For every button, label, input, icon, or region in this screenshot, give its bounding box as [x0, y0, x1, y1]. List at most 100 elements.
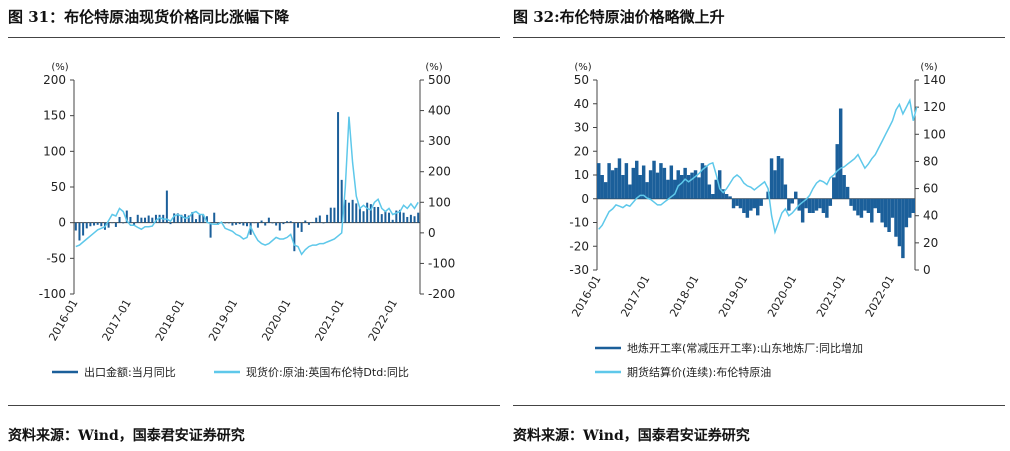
right-x-tick-label: 2017-01 — [618, 273, 652, 319]
right-bar — [870, 198, 874, 223]
left-bar — [256, 222, 259, 228]
right-right-unit: (%) — [920, 62, 937, 73]
left-right-tick-label: 500 — [428, 73, 451, 87]
right-left-tick-label: 30 — [574, 121, 589, 135]
right-bar — [621, 175, 625, 199]
left-bar — [82, 222, 85, 236]
left-x-tick-label: 2016-01 — [46, 297, 80, 343]
left-bar — [96, 222, 99, 225]
right-bar — [773, 170, 777, 199]
left-bar — [238, 222, 241, 225]
right-bar — [842, 175, 846, 199]
left-right-unit: (%) — [425, 62, 442, 73]
right-line-series — [598, 98, 918, 235]
right-bar — [766, 191, 770, 199]
left-bar — [296, 222, 299, 228]
right-top-rule — [513, 37, 1005, 38]
right-left-tick-label: -30 — [569, 263, 589, 277]
left-x-tick-label: 2019-01 — [206, 297, 240, 343]
left-left-tick-label: 200 — [43, 73, 66, 87]
right-chart-title: 图 32:布伦特原油价格略微上升 — [513, 8, 725, 26]
left-bar — [366, 202, 369, 223]
left-bar — [384, 211, 387, 223]
left-bar — [369, 204, 372, 223]
right-chart-panel: 图 32:布伦特原油价格略微上升 (%) (%) -30 -20 -10 0 10 20 30 4… — [513, 0, 1005, 451]
left-bar — [417, 212, 420, 223]
left-bar — [253, 222, 256, 224]
right-x-tick-label: 2021-01 — [814, 273, 848, 319]
right-left-tick-label: 40 — [574, 97, 589, 111]
right-bar — [603, 182, 608, 199]
left-bar — [307, 222, 310, 225]
right-bar — [859, 198, 864, 218]
right-bar — [648, 170, 653, 199]
right-bar — [849, 198, 853, 206]
left-right-tick-label: 100 — [428, 195, 451, 209]
right-bar — [655, 172, 660, 199]
right-left-tick-label: -10 — [569, 216, 589, 230]
left-line-series — [75, 116, 419, 256]
left-bar — [165, 190, 168, 223]
right-left-tick-label: 10 — [574, 168, 589, 182]
left-bar — [391, 219, 394, 223]
right-bar — [628, 184, 632, 199]
left-bar — [347, 202, 350, 223]
left-bar — [136, 214, 139, 223]
left-legend-label: 现货价:原油:英国布伦特Dtd:同比 — [246, 365, 409, 379]
right-legend-label: 期货结算价(连续):布伦特原油 — [627, 365, 771, 379]
right-bar — [897, 198, 902, 247]
right-bar — [683, 167, 687, 199]
left-bar — [144, 217, 147, 223]
right-bar — [697, 177, 701, 199]
right-x-tick-label: 2020-01 — [765, 273, 799, 319]
right-bar — [659, 163, 663, 199]
left-bar — [337, 112, 340, 223]
left-bar — [260, 220, 263, 223]
left-bar — [271, 222, 274, 224]
right-bar — [617, 158, 622, 199]
right-bar — [721, 189, 725, 199]
right-left-tick-label: 0 — [581, 192, 589, 206]
left-bar — [85, 222, 88, 229]
right-bar — [704, 165, 708, 199]
right-bar — [693, 170, 698, 199]
right-x-tick-label: 2022-01 — [863, 273, 897, 319]
right-bar — [852, 198, 857, 211]
right-bar — [866, 198, 871, 213]
left-left-tick-label: 100 — [43, 144, 66, 158]
right-bar — [728, 196, 732, 199]
right-bar — [614, 167, 618, 199]
right-bar — [700, 163, 705, 199]
left-bar — [227, 222, 230, 224]
left-bar — [242, 222, 245, 226]
right-left-tick-label: 50 — [574, 73, 589, 87]
right-bar — [738, 198, 743, 209]
right-bar — [880, 198, 884, 223]
left-bar — [111, 222, 114, 224]
right-bar — [641, 165, 646, 199]
left-bar — [231, 222, 234, 226]
left-bar — [209, 222, 212, 238]
left-bar — [275, 222, 278, 226]
left-bar — [264, 222, 267, 226]
left-bar — [89, 222, 92, 227]
right-bar — [597, 163, 601, 199]
right-bar — [832, 177, 836, 199]
left-bar — [107, 222, 110, 228]
left-chart: (%) (%) -100 -50 0 50 100 150 200 -200 -100 0 100 200… — [39, 62, 455, 379]
left-bar — [151, 217, 154, 223]
left-bar — [213, 212, 216, 223]
left-bar — [322, 222, 325, 224]
left-bar — [129, 216, 132, 223]
right-bar — [883, 198, 888, 228]
right-bar — [673, 179, 677, 199]
left-bar — [304, 220, 307, 223]
left-x-tick-label: 2020-01 — [259, 297, 293, 343]
right-bar — [635, 160, 639, 199]
left-left-tick-label: 150 — [43, 109, 66, 123]
left-bar — [176, 213, 179, 223]
left-bar — [355, 203, 358, 223]
right-bar — [818, 198, 822, 209]
left-x-tick-label: 2018-01 — [153, 297, 187, 343]
left-bar — [93, 222, 96, 226]
